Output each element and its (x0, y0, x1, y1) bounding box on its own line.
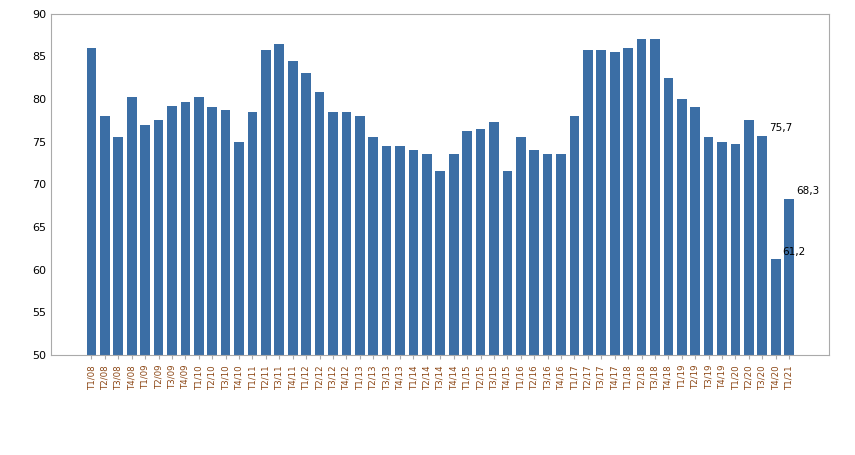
Bar (248, 112, 257, 355)
Bar (489, 122, 498, 355)
Bar (382, 146, 392, 355)
Text: 68,3: 68,3 (796, 186, 819, 196)
Bar (623, 48, 633, 355)
Bar (637, 39, 646, 355)
Bar (369, 137, 378, 355)
Bar (180, 101, 191, 355)
Bar (610, 52, 620, 355)
Bar (342, 112, 351, 355)
Bar (704, 137, 713, 355)
Bar (744, 120, 754, 355)
Bar (86, 48, 97, 355)
Bar (529, 150, 539, 355)
Bar (597, 51, 606, 355)
Bar (127, 97, 137, 355)
Bar (274, 44, 284, 355)
Bar (221, 110, 231, 355)
Bar (100, 116, 109, 355)
Bar (355, 116, 364, 355)
Bar (114, 137, 123, 355)
Bar (650, 39, 660, 355)
Bar (449, 154, 458, 355)
Bar (503, 172, 512, 355)
Bar (475, 129, 486, 355)
Text: 61,2: 61,2 (782, 247, 806, 257)
Bar (690, 107, 700, 355)
Bar (435, 172, 445, 355)
Bar (208, 107, 217, 355)
Bar (569, 116, 580, 355)
Bar (557, 154, 566, 355)
Bar (395, 146, 405, 355)
Bar (784, 199, 794, 355)
Bar (315, 92, 324, 355)
Text: 75,7: 75,7 (770, 123, 793, 133)
Bar (154, 120, 163, 355)
Bar (543, 154, 552, 355)
Bar (463, 131, 472, 355)
Bar (758, 136, 767, 355)
Bar (140, 125, 150, 355)
Bar (261, 51, 271, 355)
Bar (422, 154, 432, 355)
Bar (409, 150, 418, 355)
Bar (717, 142, 727, 355)
Bar (288, 61, 298, 355)
Bar (583, 51, 593, 355)
Bar (516, 137, 526, 355)
Bar (301, 73, 311, 355)
Bar (663, 78, 673, 355)
Bar (328, 112, 338, 355)
Bar (731, 144, 740, 355)
Bar (194, 97, 203, 355)
Bar (168, 106, 177, 355)
Bar (771, 259, 781, 355)
Bar (234, 142, 244, 355)
Bar (677, 99, 687, 355)
